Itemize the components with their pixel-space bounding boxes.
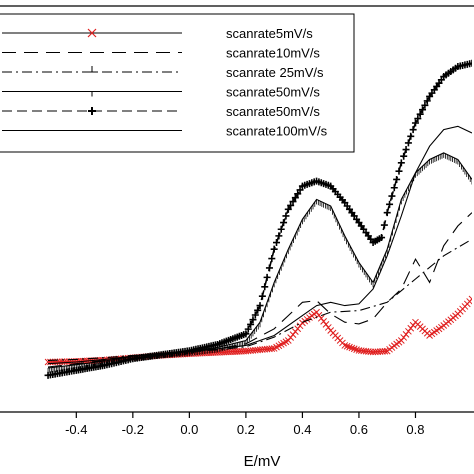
legend-label: scanrate50mV/s [226, 85, 320, 100]
series-point [265, 264, 273, 272]
legend-entry: scanrate5mV/s [2, 26, 313, 41]
series-point [273, 239, 281, 247]
series-point [350, 345, 358, 353]
series-point [346, 343, 353, 351]
series-point [275, 232, 283, 240]
series-point [280, 219, 288, 227]
legend-entry: scanrate50mV/s [2, 104, 320, 119]
series-point [277, 225, 285, 233]
legend-label: scanrate10mV/s [226, 46, 320, 61]
series-point [251, 311, 259, 319]
series-point [407, 132, 415, 140]
legend-entry: scanrate 25mV/s [2, 65, 324, 80]
series-point [404, 139, 412, 147]
series-point [263, 273, 271, 281]
x-axis-title: E/mV [244, 453, 281, 470]
series-point [411, 119, 419, 127]
legend-entry: scanrate50mV/s [2, 85, 320, 100]
series-line [47, 152, 472, 369]
series-point [289, 198, 297, 206]
series-point [341, 342, 349, 349]
series-point [397, 159, 405, 167]
series-point [388, 192, 396, 200]
series-line [47, 212, 472, 368]
series-point [242, 330, 250, 338]
series-point [244, 325, 252, 333]
series-point [468, 295, 472, 303]
legend-box [0, 13, 355, 153]
series-point [291, 194, 299, 202]
legend-label: scanrate50mV/s [226, 104, 320, 119]
series-line [47, 238, 472, 361]
series-point [282, 212, 290, 220]
legend-marker [87, 28, 97, 38]
legend-marker [91, 66, 96, 73]
legend-entry: scanrate10mV/s [2, 46, 320, 61]
series-6 [47, 125, 472, 365]
x-tick-label: -0.4 [65, 422, 87, 437]
legend-label: scanrate5mV/s [226, 26, 313, 41]
x-tick-label: -0.2 [122, 422, 144, 437]
x-tick-label: 0.6 [350, 422, 368, 437]
series-point [287, 201, 295, 209]
legend-marker [88, 107, 96, 115]
series-point [419, 106, 427, 114]
series-point [284, 205, 292, 213]
series-point [270, 245, 278, 253]
legend: scanrate5mV/s scanrate10mV/s scanrate 25mV… [0, 13, 355, 153]
series-point [249, 316, 257, 324]
series-layer [44, 59, 472, 379]
x-ticks: -0.4 -0.2 0.0 0.2 0.4 0.6 0.8 [65, 412, 425, 437]
series-point [261, 283, 269, 291]
series-point [414, 115, 422, 123]
series-point [254, 306, 262, 314]
series-point [423, 97, 431, 105]
series-point [383, 209, 391, 217]
series-point [395, 167, 403, 175]
series-point [258, 292, 266, 300]
x-tick-label: 0.8 [406, 422, 424, 437]
series-point [378, 234, 386, 242]
series-point [268, 255, 276, 263]
series-point [247, 320, 255, 328]
legend-entry: scanrate100mV/s [2, 124, 328, 139]
series-point [381, 347, 389, 355]
series-point [402, 146, 410, 154]
legend-label: scanrate100mV/s [226, 124, 328, 139]
series-point [296, 186, 304, 194]
series-point [400, 152, 408, 160]
series-point [421, 101, 429, 109]
x-tick-label: 0.0 [180, 422, 198, 437]
series-point [386, 200, 394, 208]
series-point [294, 190, 302, 198]
series-point [268, 345, 276, 353]
series-3 [47, 238, 472, 361]
series-point [409, 126, 417, 134]
series-line [47, 125, 472, 365]
series-point [343, 342, 351, 350]
x-tick-label: 0.4 [293, 422, 311, 437]
series-point [256, 302, 264, 310]
series-point [416, 110, 424, 118]
x-tick-label: 0.2 [237, 422, 255, 437]
legend-label: scanrate 25mV/s [226, 65, 324, 80]
series-point [390, 184, 398, 192]
series-point [468, 59, 472, 67]
series-point [393, 175, 401, 183]
series-2 [47, 212, 472, 368]
series-point [348, 344, 356, 352]
series-point [380, 221, 388, 229]
axis-layer [0, 5, 474, 413]
